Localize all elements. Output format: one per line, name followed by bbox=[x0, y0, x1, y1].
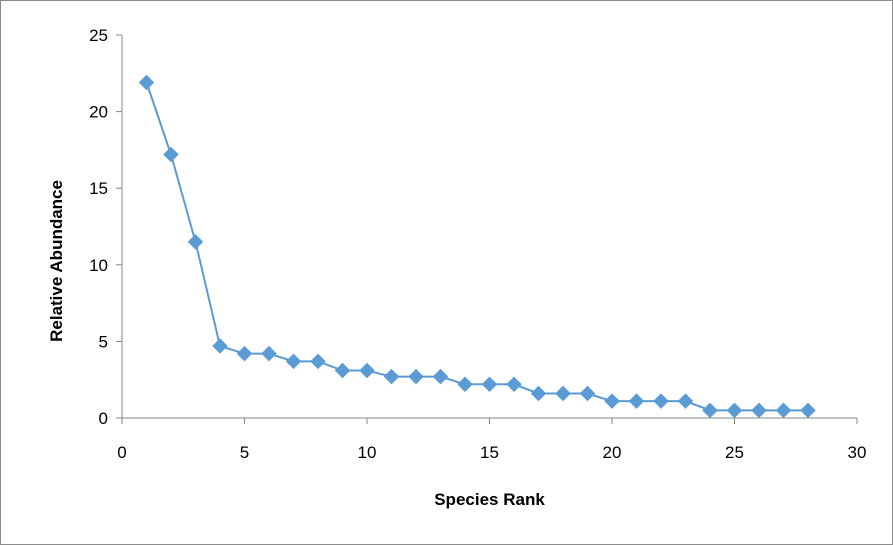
y-tick-label: 15 bbox=[89, 179, 108, 198]
data-point-marker bbox=[187, 233, 204, 250]
data-point-marker bbox=[481, 376, 498, 393]
data-point-marker bbox=[261, 345, 277, 362]
data-point-marker bbox=[457, 376, 473, 393]
data-point-marker bbox=[775, 402, 792, 419]
data-point-marker bbox=[408, 368, 424, 385]
data-point-marker bbox=[604, 393, 620, 410]
data-point-marker bbox=[726, 402, 743, 419]
x-tick-label: 10 bbox=[358, 443, 377, 462]
y-tick-label: 0 bbox=[99, 409, 108, 428]
data-point-marker bbox=[628, 393, 645, 410]
data-point-marker bbox=[800, 402, 816, 419]
x-ticks: 0 5 10 15 20 25 30 bbox=[117, 418, 866, 462]
x-axis-title: Species Rank bbox=[434, 490, 545, 509]
data-point-marker bbox=[212, 338, 228, 354]
y-tick-label: 25 bbox=[89, 26, 108, 45]
y-axis-title: Relative Abundance bbox=[47, 180, 66, 342]
x-tick-label: 25 bbox=[725, 443, 744, 462]
series-layer bbox=[138, 74, 816, 419]
data-point-marker bbox=[530, 385, 547, 402]
x-tick-label: 5 bbox=[240, 443, 249, 462]
data-point-marker bbox=[432, 368, 449, 385]
data-point-marker bbox=[163, 146, 179, 163]
data-point-marker bbox=[383, 368, 400, 385]
x-tick-label: 30 bbox=[848, 443, 867, 462]
data-point-marker bbox=[310, 353, 326, 370]
data-point-marker bbox=[334, 362, 351, 379]
y-tick-label: 20 bbox=[89, 103, 108, 122]
data-point-marker bbox=[236, 345, 253, 362]
data-point-marker bbox=[138, 74, 155, 91]
data-point-marker bbox=[579, 385, 596, 402]
y-ticks: 0 5 10 15 20 25 bbox=[89, 26, 122, 428]
axes bbox=[121, 35, 857, 419]
y-tick-label: 10 bbox=[89, 256, 108, 275]
x-tick-label: 0 bbox=[117, 443, 126, 462]
data-point-marker bbox=[653, 393, 669, 410]
x-tick-label: 15 bbox=[480, 443, 499, 462]
y-tick-label: 5 bbox=[99, 332, 108, 351]
data-point-marker bbox=[702, 402, 718, 419]
data-point-marker bbox=[677, 393, 694, 410]
x-tick-label: 20 bbox=[603, 443, 622, 462]
data-point-marker bbox=[359, 362, 375, 379]
series-line bbox=[145, 82, 808, 412]
data-point-marker bbox=[285, 353, 302, 370]
data-point-marker bbox=[506, 376, 522, 393]
data-point-marker bbox=[555, 385, 571, 402]
data-point-marker bbox=[751, 402, 767, 419]
